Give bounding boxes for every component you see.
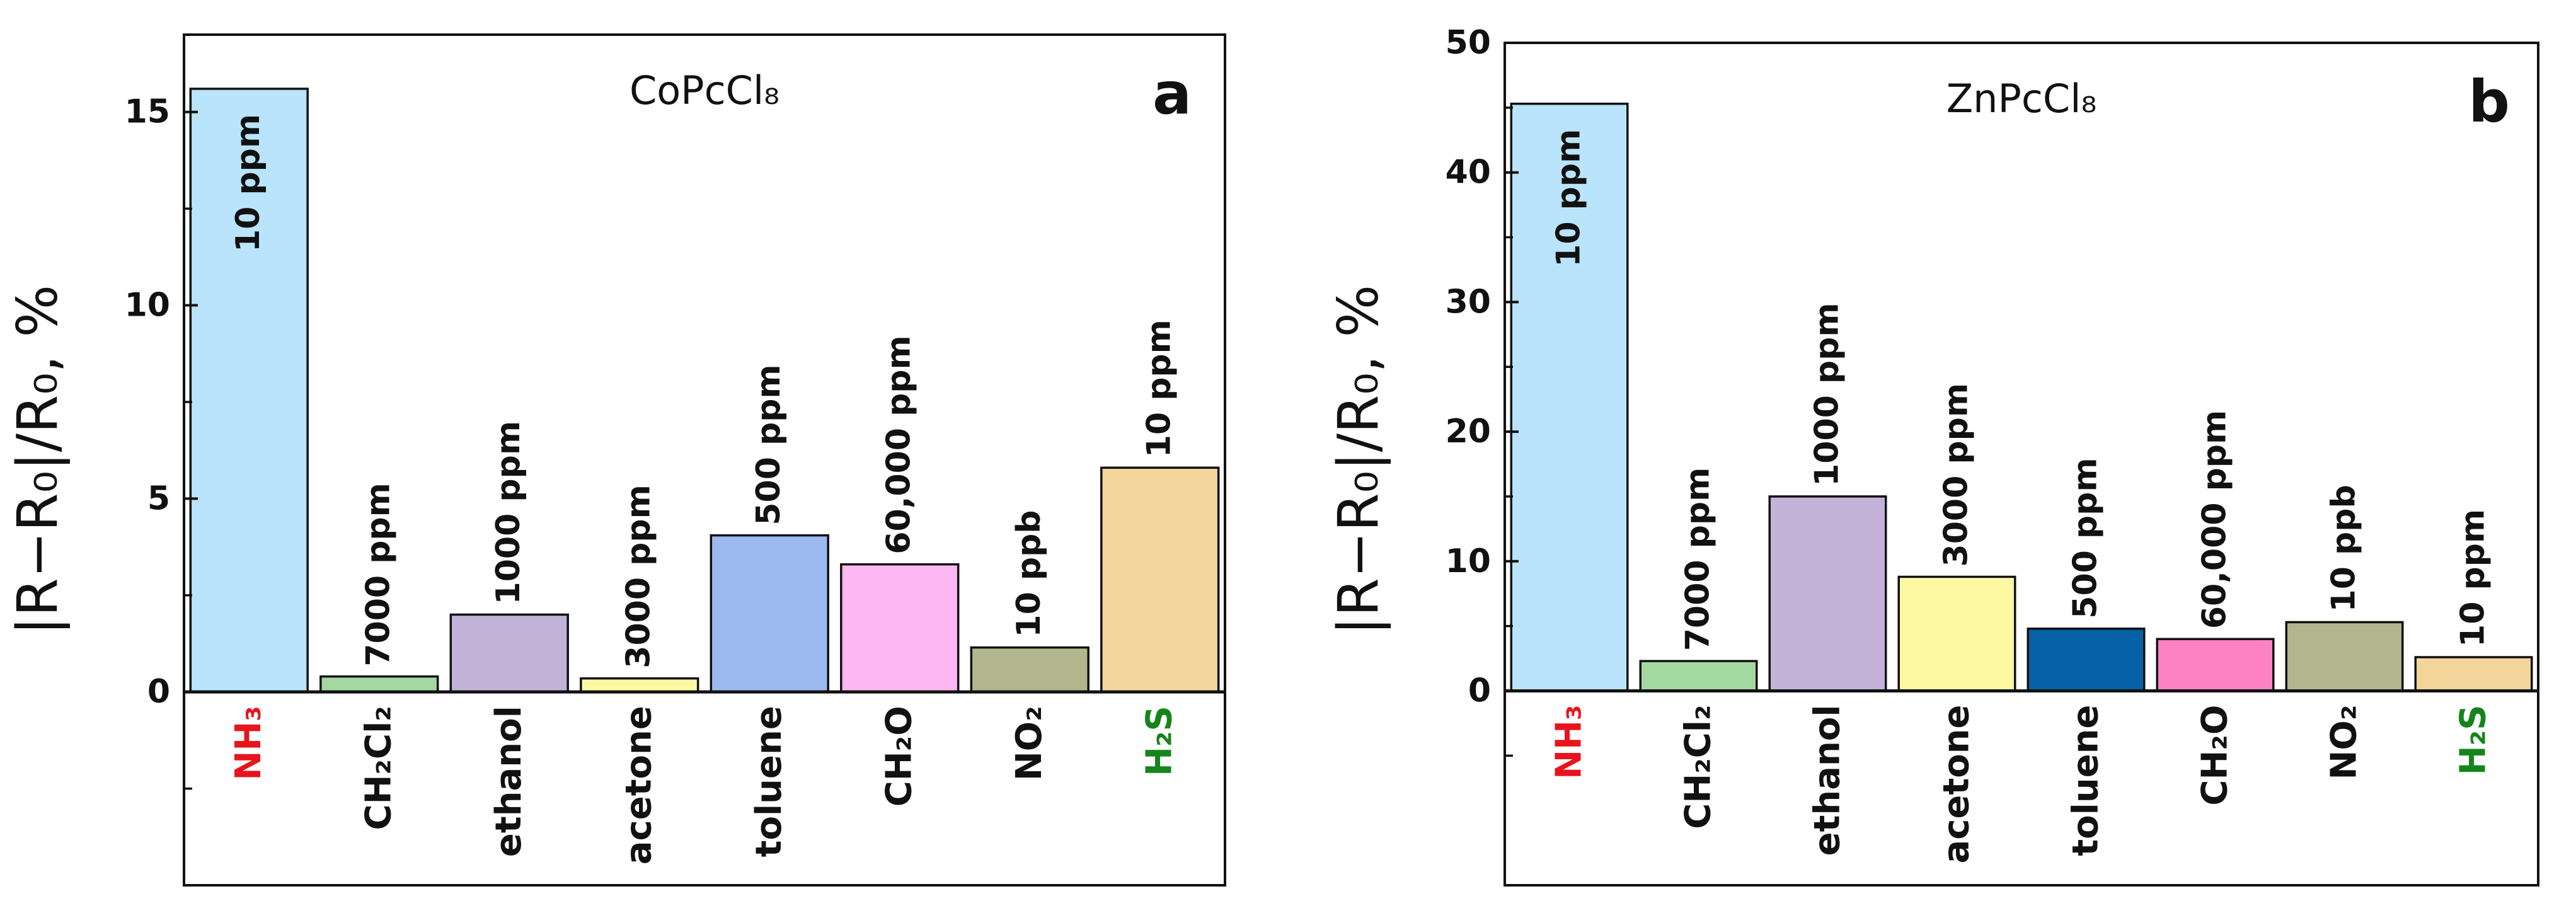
- y-tick-label: 5: [147, 479, 170, 517]
- panel-letter: b: [2468, 68, 2510, 135]
- bar: [1897, 575, 2016, 692]
- bar: [840, 563, 960, 693]
- category-label: NH₃: [1549, 704, 1590, 779]
- category-label: NO₂: [1009, 706, 1050, 781]
- bar-value-label: 7000 ppm: [1679, 468, 1717, 651]
- y-tick-label: 10: [125, 287, 170, 324]
- bar: [319, 675, 439, 693]
- bar-value-label: 60,000 ppm: [2196, 410, 2234, 629]
- bar: [970, 646, 1090, 693]
- category-label: toluene: [749, 706, 790, 857]
- bar: [580, 677, 699, 693]
- bar: [2285, 621, 2404, 692]
- y-axis-label: |R−R₀|/R₀, %: [1326, 285, 1391, 635]
- bar-value-label: 60,000 ppm: [880, 335, 918, 554]
- bar-value-label: 10 ppb: [2325, 485, 2363, 612]
- y-tick-label: 10: [1446, 543, 1491, 580]
- bar-value-label: 3000 ppm: [1938, 383, 1975, 566]
- bar: [1100, 466, 1220, 693]
- y-tick-label: 15: [125, 93, 170, 131]
- bar: [449, 613, 569, 693]
- bar-value-label: 500 ppm: [2067, 457, 2105, 618]
- panel-letter: a: [1153, 60, 1192, 127]
- bar-value-label: 7000 ppm: [360, 483, 398, 666]
- y-tick-label: 30: [1446, 283, 1491, 321]
- y-tick-label: 0: [1468, 672, 1491, 709]
- bar-value-label: 10 ppb: [1010, 510, 1048, 637]
- y-tick-label: 40: [1446, 154, 1491, 192]
- bar: [2414, 656, 2533, 692]
- y-tick-label: 0: [147, 673, 170, 711]
- bar-value-label: 10 ppm: [2454, 509, 2492, 647]
- plot-frame: [1504, 42, 2539, 887]
- category-label: toluene: [2066, 704, 2107, 856]
- panel-a-chart: 0 5 10 15 |R−R₀|/R₀, % CoPcCl₈ a 10 ppm 7000 ppm…: [5, 33, 1226, 887]
- chart-title: CoPcCl₈: [630, 67, 779, 113]
- category-label: H₂S: [1139, 706, 1180, 776]
- y-tick-label: 20: [1446, 413, 1491, 451]
- category-label: H₂S: [2453, 704, 2494, 775]
- bar-value-label: 1000 ppm: [490, 421, 527, 604]
- category-label: acetone: [1936, 704, 1977, 863]
- y-axis-label: |R−R₀|/R₀, %: [5, 285, 71, 635]
- bar-value-label: 500 ppm: [750, 364, 788, 525]
- category-label: CH₂O: [2195, 704, 2236, 805]
- bar-value-label: 1000 ppm: [1808, 302, 1846, 486]
- bar: [1768, 495, 1887, 692]
- category-label: NH₃: [228, 706, 269, 780]
- category-label: NO₂: [2324, 704, 2365, 779]
- bar: [1639, 660, 1758, 692]
- plot-frame: [183, 33, 1226, 887]
- category-label: ethanol: [488, 706, 529, 857]
- category-label: acetone: [619, 706, 660, 864]
- category-label: CH₂Cl₂: [1678, 704, 1719, 829]
- bar-value-label: 10 ppm: [229, 114, 267, 252]
- panel-b-chart: 0 10 20 30 40 50 |R−R₀|/R₀, % ZnPcCl₈ b 10 ppm 700…: [1326, 24, 2539, 887]
- category-label: CH₂O: [879, 706, 920, 807]
- bar: [2027, 627, 2146, 692]
- bar: [710, 534, 829, 693]
- chart-title: ZnPcCl₈: [1946, 76, 2097, 122]
- category-label: CH₂Cl₂: [359, 706, 400, 830]
- bar-value-label: 10 ppm: [1141, 319, 1178, 457]
- bar-value-label: 10 ppm: [1550, 129, 1588, 267]
- category-label: ethanol: [1807, 704, 1848, 856]
- bar-value-label: 3000 ppm: [620, 485, 658, 668]
- bar: [189, 88, 309, 693]
- y-tick-label: 50: [1446, 24, 1491, 62]
- bar: [2156, 638, 2275, 692]
